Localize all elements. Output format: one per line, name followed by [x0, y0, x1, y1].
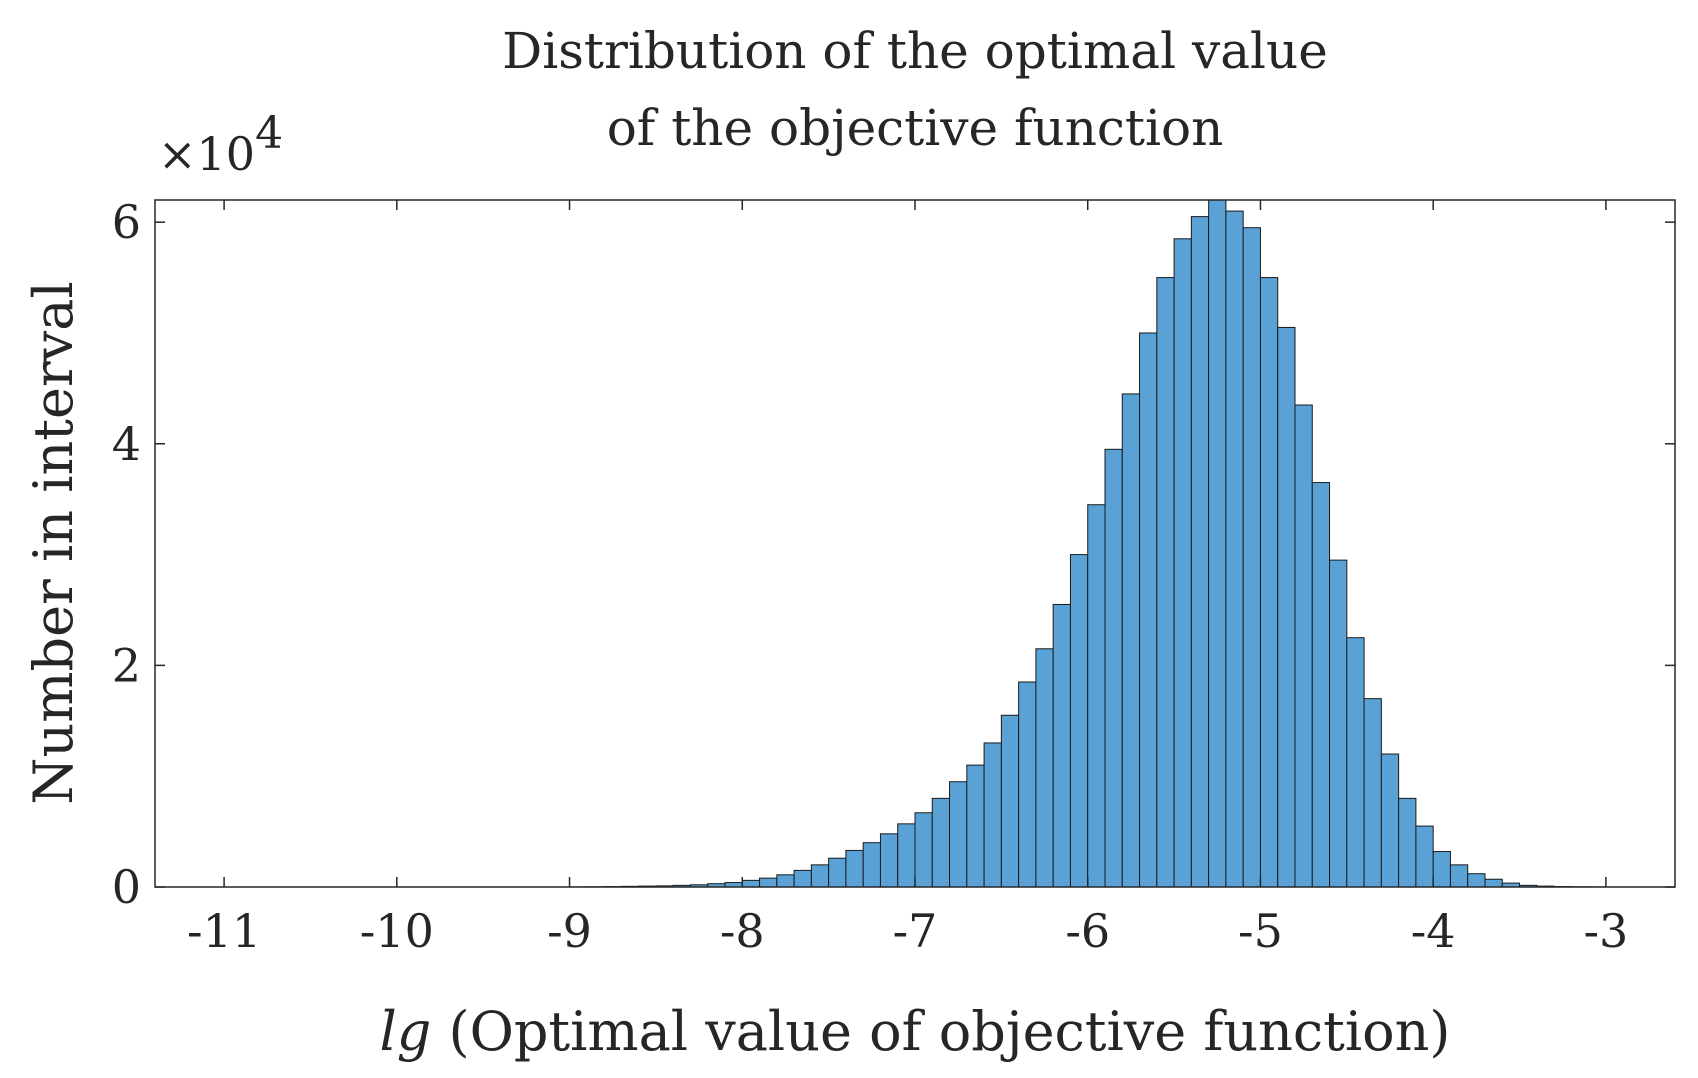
histogram-bar — [1346, 637, 1365, 888]
histogram-bar — [1156, 277, 1175, 888]
histogram-bar — [1087, 504, 1106, 888]
histogram-bar — [1432, 851, 1451, 888]
x-tick-label: -8 — [720, 904, 765, 958]
histogram-bar — [1139, 332, 1158, 888]
histogram-bar — [862, 842, 881, 888]
x-axis-ticks: -11 -10 -9 -8 -7 -6 -5 -4 -3 — [187, 200, 1628, 958]
histogram-bar — [1104, 448, 1123, 888]
histogram-bar — [949, 781, 968, 888]
histogram-bar — [1467, 873, 1486, 888]
y-exponent-prefix: ×10 — [158, 127, 255, 181]
histogram-bar — [741, 879, 761, 888]
histogram-bar — [828, 857, 847, 888]
y-axis-ticks: 0 2 4 6 — [112, 195, 1675, 914]
histogram-bar — [1190, 216, 1210, 888]
histogram-bar — [793, 869, 812, 888]
x-axis-label-italic: lg — [380, 1000, 432, 1063]
histogram-bar — [1329, 559, 1348, 888]
x-tick-label: -11 — [187, 904, 261, 958]
histogram-bar — [1208, 199, 1227, 888]
histogram-bar — [1294, 404, 1313, 888]
histogram-bar — [1242, 227, 1261, 888]
y-exponent-power: 4 — [255, 108, 283, 159]
histogram-bar — [1000, 714, 1020, 888]
histogram-bar — [1035, 648, 1054, 888]
y-exponent-label: ×104 — [158, 108, 283, 181]
histogram-bar — [1363, 698, 1382, 888]
chart-title-line-2: of the objective function — [607, 99, 1224, 157]
y-tick-label: 4 — [112, 417, 141, 471]
x-axis-label: lg (Optimal value of objective function) — [380, 1000, 1451, 1063]
histogram-bar — [1449, 864, 1469, 888]
x-tick-label: -6 — [1065, 904, 1110, 958]
histogram-bar — [1259, 277, 1279, 888]
histogram-bar — [1018, 681, 1037, 888]
x-tick-label: -3 — [1584, 904, 1629, 958]
y-tick-label: 6 — [112, 195, 141, 249]
histogram-bar — [1069, 554, 1089, 888]
x-tick-label: -10 — [360, 904, 434, 958]
x-tick-label: -9 — [547, 904, 592, 958]
histogram-bar — [897, 823, 916, 888]
histogram-bar — [983, 742, 1002, 888]
histogram-bar — [1173, 238, 1192, 888]
plot-area-frame — [154, 199, 1676, 888]
x-axis-label-rest: (Optimal value of objective function) — [431, 1000, 1450, 1063]
histogram-bar — [1225, 210, 1244, 888]
histogram-bar — [1121, 393, 1141, 888]
histogram-bar — [1052, 603, 1071, 888]
histogram-bar — [1415, 825, 1434, 888]
x-tick-label: -7 — [893, 904, 938, 958]
y-tick-label: 2 — [112, 638, 141, 692]
histogram-bar — [879, 833, 899, 888]
chart-title-line-1: Distribution of the optimal value — [502, 22, 1328, 80]
histogram-bar — [914, 812, 933, 888]
x-tick-label: -5 — [1238, 904, 1283, 958]
y-tick-label: 0 — [112, 860, 141, 914]
histogram-bar — [759, 877, 778, 888]
histogram-bar — [1311, 482, 1331, 888]
histogram-bar — [1380, 753, 1400, 888]
histogram-bar — [776, 874, 795, 888]
histogram-bar — [810, 864, 830, 888]
histogram-bar — [966, 764, 985, 888]
y-axis-label: Number in interval — [22, 281, 85, 804]
x-tick-label: -4 — [1411, 904, 1456, 958]
histogram-bars — [569, 199, 1607, 888]
histogram-bar — [1277, 326, 1296, 888]
histogram-bar — [1398, 797, 1417, 888]
histogram-bar — [845, 849, 864, 888]
histogram-bar — [931, 797, 951, 888]
histogram-bar — [1484, 878, 1503, 888]
